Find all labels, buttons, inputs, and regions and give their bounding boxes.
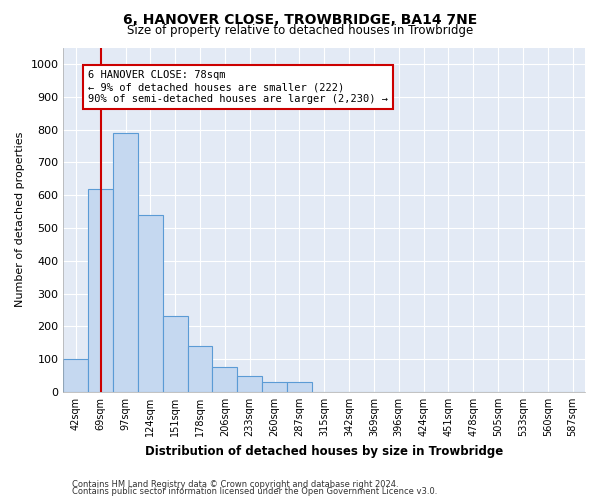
Bar bbox=[138, 215, 163, 392]
Bar bbox=[88, 188, 113, 392]
Bar bbox=[163, 316, 188, 392]
Text: Size of property relative to detached houses in Trowbridge: Size of property relative to detached ho… bbox=[127, 24, 473, 37]
Bar bbox=[212, 368, 237, 392]
Bar bbox=[113, 133, 138, 392]
Bar bbox=[287, 382, 312, 392]
Text: Contains HM Land Registry data © Crown copyright and database right 2024.: Contains HM Land Registry data © Crown c… bbox=[72, 480, 398, 489]
X-axis label: Distribution of detached houses by size in Trowbridge: Distribution of detached houses by size … bbox=[145, 444, 503, 458]
Bar bbox=[262, 382, 287, 392]
Text: 6, HANOVER CLOSE, TROWBRIDGE, BA14 7NE: 6, HANOVER CLOSE, TROWBRIDGE, BA14 7NE bbox=[123, 12, 477, 26]
Bar bbox=[188, 346, 212, 392]
Bar bbox=[237, 376, 262, 392]
Text: 6 HANOVER CLOSE: 78sqm
← 9% of detached houses are smaller (222)
90% of semi-det: 6 HANOVER CLOSE: 78sqm ← 9% of detached … bbox=[88, 70, 388, 104]
Bar bbox=[64, 359, 88, 392]
Y-axis label: Number of detached properties: Number of detached properties bbox=[15, 132, 25, 308]
Text: Contains public sector information licensed under the Open Government Licence v3: Contains public sector information licen… bbox=[72, 488, 437, 496]
